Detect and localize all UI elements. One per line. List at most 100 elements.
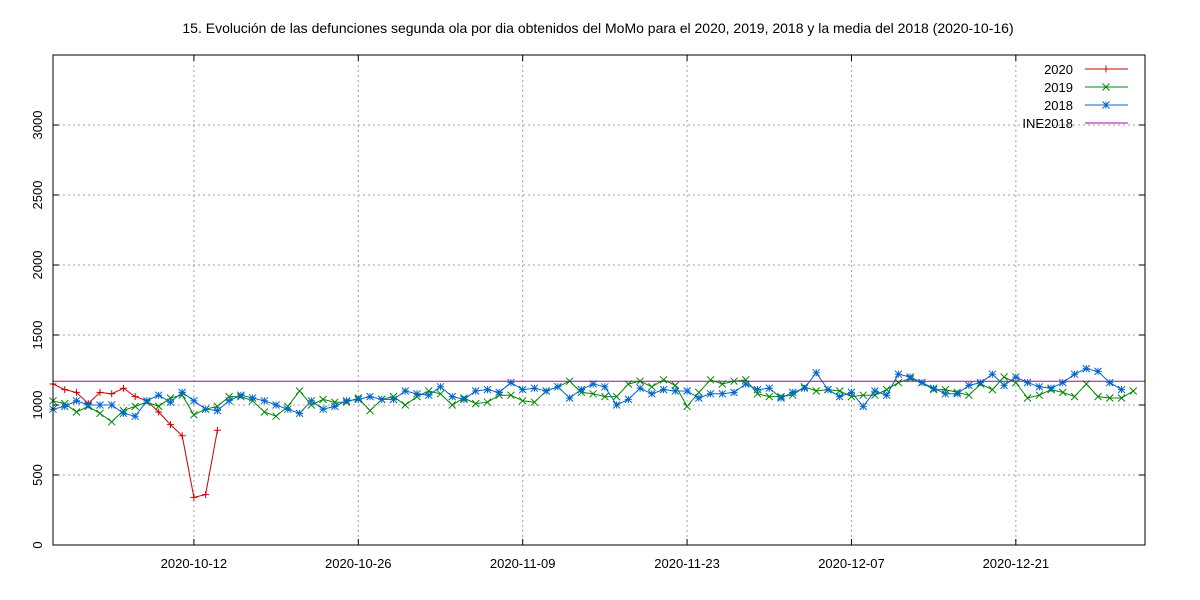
data-point xyxy=(1094,367,1102,376)
x-tick-label: 2020-11-09 xyxy=(490,556,556,571)
data-point xyxy=(1070,392,1079,401)
data-point xyxy=(131,402,140,411)
data-point xyxy=(659,375,668,384)
y-tick-label: 0 xyxy=(30,541,45,548)
data-point xyxy=(694,388,703,397)
data-point xyxy=(483,398,492,407)
data-point xyxy=(1117,394,1126,402)
data-point xyxy=(401,401,410,409)
data-point xyxy=(96,401,104,409)
data-point xyxy=(166,398,175,407)
data-point xyxy=(918,378,926,387)
data-point xyxy=(824,385,832,394)
data-point xyxy=(1023,378,1032,387)
data-point xyxy=(847,388,856,397)
data-point xyxy=(1082,364,1091,373)
data-point xyxy=(1070,370,1079,379)
data-point xyxy=(330,402,339,411)
data-point xyxy=(1105,378,1114,387)
x-tick-label: 2020-12-07 xyxy=(818,556,885,571)
data-point xyxy=(131,393,139,401)
data-point xyxy=(589,389,597,398)
data-point xyxy=(178,432,186,440)
data-point xyxy=(906,373,915,381)
data-point xyxy=(436,382,445,391)
data-point xyxy=(518,385,527,394)
x-tick-label: 2020-12-21 xyxy=(983,556,1050,571)
data-point xyxy=(812,368,821,377)
data-point xyxy=(190,396,198,405)
data-point xyxy=(1011,378,1020,387)
data-point xyxy=(401,387,410,395)
data-point xyxy=(178,388,187,397)
data-point xyxy=(1105,394,1114,402)
data-point xyxy=(248,394,257,402)
data-point xyxy=(272,401,280,409)
data-point xyxy=(871,387,879,395)
series-2020 xyxy=(49,380,221,501)
data-point xyxy=(1117,385,1126,394)
data-point xyxy=(683,402,691,411)
data-point xyxy=(1094,392,1102,401)
data-point xyxy=(507,391,515,400)
data-point xyxy=(213,406,222,415)
data-point xyxy=(295,409,304,418)
data-point xyxy=(976,378,985,387)
data-point xyxy=(518,396,527,405)
data-point xyxy=(859,402,868,411)
data-point xyxy=(155,408,163,416)
data-point xyxy=(96,388,104,396)
data-point xyxy=(530,384,539,393)
data-point xyxy=(424,391,433,400)
data-point xyxy=(542,387,551,395)
data-point xyxy=(319,395,327,404)
data-point xyxy=(108,390,116,398)
data-point xyxy=(260,396,269,405)
data-point xyxy=(471,387,480,395)
data-point xyxy=(354,395,363,404)
data-point xyxy=(413,389,421,398)
data-point xyxy=(1011,373,1020,381)
data-point xyxy=(72,396,81,405)
legend-marker xyxy=(1102,101,1110,109)
data-point xyxy=(272,412,280,421)
legend-entry-2019: 2019 xyxy=(1044,80,1128,95)
data-point xyxy=(788,388,797,397)
data-point xyxy=(636,384,644,393)
data-point xyxy=(659,385,668,394)
data-point xyxy=(107,401,116,409)
data-point xyxy=(84,401,93,409)
data-point xyxy=(190,410,198,419)
data-point xyxy=(307,396,316,405)
data-point xyxy=(119,409,128,418)
data-point xyxy=(730,388,738,397)
data-point xyxy=(72,408,81,416)
data-point xyxy=(835,392,844,401)
data-point xyxy=(706,389,715,398)
data-point xyxy=(612,401,621,409)
data-point xyxy=(601,382,609,391)
legend-entry-2018: 2018 xyxy=(1044,98,1128,113)
chart-title: 15. Evolución de las defunciones segunda… xyxy=(182,20,1013,36)
data-point xyxy=(777,394,785,402)
data-point xyxy=(507,378,515,387)
legend: 2020 2019 2018 INE2018 xyxy=(1022,62,1128,131)
data-point xyxy=(1058,378,1067,387)
legend-entry-2020: 2020 xyxy=(1044,62,1128,77)
data-point xyxy=(448,401,457,409)
x-tick-label: 2020-10-26 xyxy=(325,556,392,571)
data-point xyxy=(647,389,656,398)
legend-entry-INE2018: INE2018 xyxy=(1022,116,1128,131)
series-2018 xyxy=(49,364,1126,421)
axes: 0 500 1000 1500 2000 2500 3000 2020-10-12 2020-1… xyxy=(30,55,1145,571)
data-point xyxy=(460,395,468,404)
data-point xyxy=(894,370,903,379)
series-layer xyxy=(49,364,1145,501)
data-point xyxy=(1047,384,1055,393)
data-point xyxy=(530,398,539,407)
data-point xyxy=(389,395,398,404)
data-point xyxy=(119,384,127,392)
series-line xyxy=(52,368,1122,417)
data-point xyxy=(859,391,868,400)
data-point xyxy=(166,421,174,429)
